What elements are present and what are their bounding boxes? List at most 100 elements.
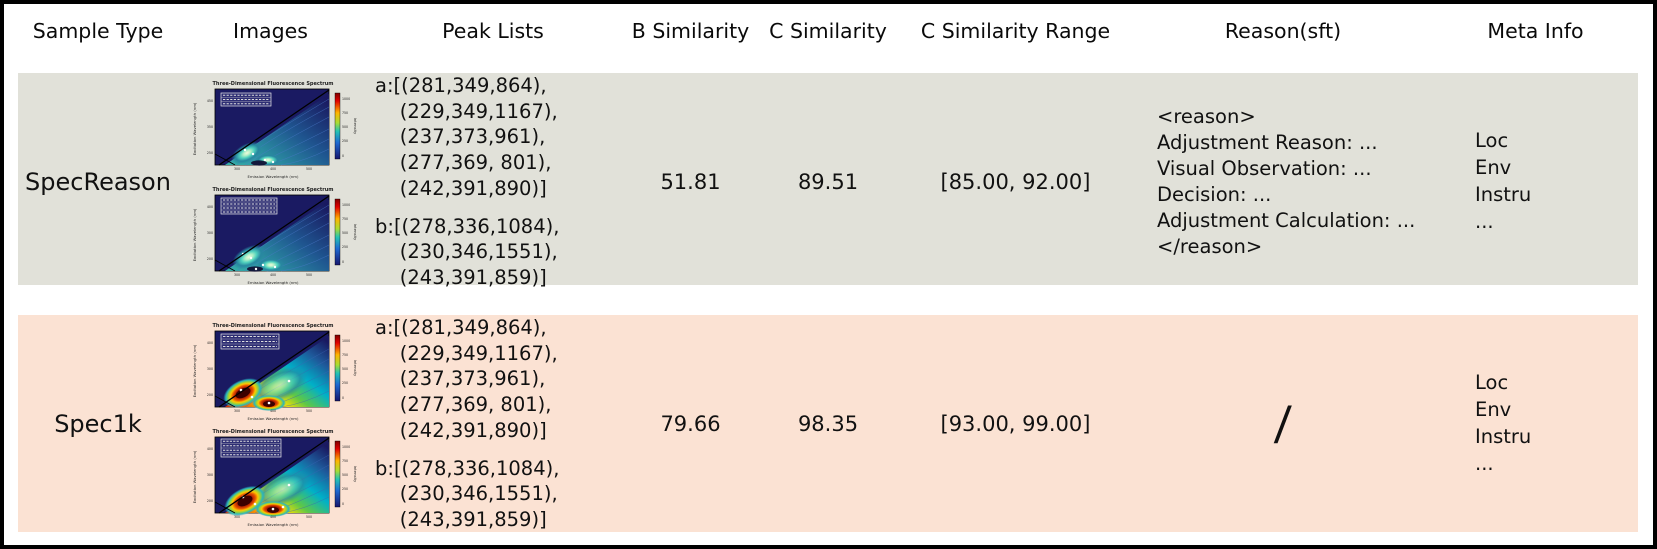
- meta-info-text: Loc Env Instru ...: [1475, 129, 1532, 233]
- reason-cell: <reason> Adjustment Reason: ... Visual O…: [1133, 73, 1433, 291]
- colorbar: [334, 440, 340, 508]
- y-axis-label: Excitation Wavelength (nm): [192, 102, 197, 155]
- svg-text:250: 250: [342, 487, 348, 491]
- svg-text:500: 500: [342, 125, 348, 129]
- colorbar: [334, 92, 340, 160]
- c-similarity-range-value: [93.00, 99.00]: [940, 411, 1091, 436]
- y-axis-label: Excitation Wavelength (nm): [192, 208, 197, 261]
- header-peak-lists: Peak Lists: [442, 19, 544, 43]
- colorbar-label: Intensity: [353, 360, 358, 377]
- svg-text:200: 200: [206, 257, 212, 261]
- svg-text:300: 300: [233, 515, 239, 519]
- meta-info-cell: Loc Env Instru ...: [1433, 73, 1638, 291]
- svg-text:500: 500: [305, 167, 311, 171]
- y-axis-label: Excitation Wavelength (nm): [192, 450, 197, 503]
- c-similarity-value: 89.51: [797, 169, 859, 194]
- svg-text:1000: 1000: [342, 203, 350, 207]
- colorbar: [334, 334, 340, 402]
- svg-text:400: 400: [269, 167, 275, 171]
- y-ticks: 400 300 200: [206, 447, 212, 503]
- svg-text:300: 300: [233, 273, 239, 277]
- meta-info-cell: Loc Env Instru ...: [1433, 315, 1638, 533]
- peak-lists: a:[(281,349,864), (229,349,1167), (237,3…: [363, 315, 623, 533]
- colorbar-label: Intensity: [353, 118, 358, 135]
- svg-text:750: 750: [342, 111, 348, 115]
- svg-text:300: 300: [233, 409, 239, 413]
- plot-legend-table: [220, 333, 279, 350]
- peak-lists: a:[(281,349,864), (229,349,1167), (237,3…: [363, 73, 623, 291]
- sample-type-label: Spec1k: [54, 409, 142, 438]
- svg-text:250: 250: [342, 139, 348, 143]
- reason-cell: /: [1133, 315, 1433, 533]
- y-ticks: 400 300 200: [206, 205, 212, 261]
- fluorescence-spectrum-plot-a: Three-Dimensional Fluorescence Spectrum: [192, 81, 358, 179]
- reason-text: <reason> Adjustment Reason: ... Visual O…: [1157, 104, 1416, 259]
- x-axis-label: Emission Wavelength (nm): [247, 522, 298, 527]
- svg-text:300: 300: [206, 367, 212, 371]
- b-similarity-value: 51.81: [660, 169, 721, 194]
- peak-markers: [243, 148, 274, 164]
- svg-text:0: 0: [342, 260, 344, 264]
- x-ticks: 300 400 500: [233, 409, 311, 413]
- b-similarity-value: 79.66: [660, 411, 721, 436]
- plot-title: Three-Dimensional Fluorescence Spectrum: [212, 323, 333, 329]
- svg-text:300: 300: [206, 473, 212, 477]
- svg-text:0: 0: [342, 154, 344, 158]
- header-images: Images: [233, 19, 308, 43]
- fluorescence-spectrum-plot-b: Three-Dimensional Fluorescence Spectrum: [192, 429, 358, 527]
- x-ticks: 300 400 500: [233, 515, 311, 519]
- x-ticks: 300 400 500: [233, 273, 311, 277]
- table-header: Sample Type Images Peak Lists B Similari…: [18, 0, 1638, 62]
- colorbar-label: Intensity: [353, 466, 358, 483]
- y-ticks: 400 300 200: [206, 341, 212, 397]
- colorbar-ticks: 1000 750 500 250 0: [342, 203, 350, 264]
- svg-text:400: 400: [206, 205, 212, 209]
- svg-text:500: 500: [342, 367, 348, 371]
- reason-empty-slash: /: [1273, 396, 1293, 451]
- y-axis-label: Excitation Wavelength (nm): [192, 344, 197, 397]
- table-row-spec1k: Spec1k Three-Dimensional Fluorescence Sp…: [18, 315, 1638, 532]
- svg-text:500: 500: [342, 473, 348, 477]
- svg-text:200: 200: [206, 393, 212, 397]
- svg-text:0: 0: [342, 502, 344, 506]
- svg-text:750: 750: [342, 459, 348, 463]
- peak-list-a: a:[(281,349,864), (229,349,1167), (237,3…: [375, 316, 558, 442]
- colorbar: [334, 198, 340, 266]
- table-row-specreason: SpecReason Three-Dimensional Fluorescenc…: [18, 73, 1638, 289]
- svg-text:200: 200: [206, 499, 212, 503]
- c-similarity-range-value: [85.00, 92.00]: [940, 169, 1091, 194]
- header-sample-type: Sample Type: [32, 19, 164, 43]
- header-meta-info: Meta Info: [1487, 19, 1584, 43]
- svg-text:400: 400: [269, 409, 275, 413]
- c-similarity-value: 98.35: [797, 411, 859, 436]
- svg-text:350: 350: [206, 125, 212, 129]
- svg-text:400: 400: [206, 447, 212, 451]
- plot-title: Three-Dimensional Fluorescence Spectrum: [212, 187, 333, 193]
- svg-text:250: 250: [206, 151, 212, 155]
- svg-text:500: 500: [305, 409, 311, 413]
- svg-text:250: 250: [342, 381, 348, 385]
- svg-text:450: 450: [206, 99, 212, 103]
- plot-legend-table: [220, 92, 271, 107]
- colorbar-ticks: 1000 750 500 250 0: [342, 445, 350, 506]
- svg-text:500: 500: [305, 515, 311, 519]
- svg-text:500: 500: [305, 273, 311, 277]
- x-axis-label: Emission Wavelength (nm): [247, 280, 298, 285]
- peak-markers: [239, 379, 290, 405]
- spectrum-images: Three-Dimensional Fluorescence Spectrum: [178, 73, 363, 291]
- svg-text:250: 250: [342, 245, 348, 249]
- x-ticks: 300 400 500: [233, 167, 311, 171]
- svg-text:1000: 1000: [342, 339, 350, 343]
- svg-text:400: 400: [269, 515, 275, 519]
- header-reason-sft: Reason(sft): [1224, 19, 1342, 43]
- header-c-similarity-range: C Similarity Range: [920, 19, 1111, 43]
- svg-text:0: 0: [342, 396, 344, 400]
- svg-text:400: 400: [206, 341, 212, 345]
- sample-type-label: SpecReason: [25, 167, 171, 196]
- colorbar-ticks: 1000 750 500 250 0: [342, 97, 350, 158]
- svg-text:300: 300: [206, 231, 212, 235]
- plot-legend-table: [220, 438, 281, 458]
- x-axis-label: Emission Wavelength (nm): [247, 416, 298, 421]
- peak-markers: [241, 252, 276, 271]
- peak-list-a: a:[(281,349,864), (229,349,1167), (237,3…: [375, 74, 558, 200]
